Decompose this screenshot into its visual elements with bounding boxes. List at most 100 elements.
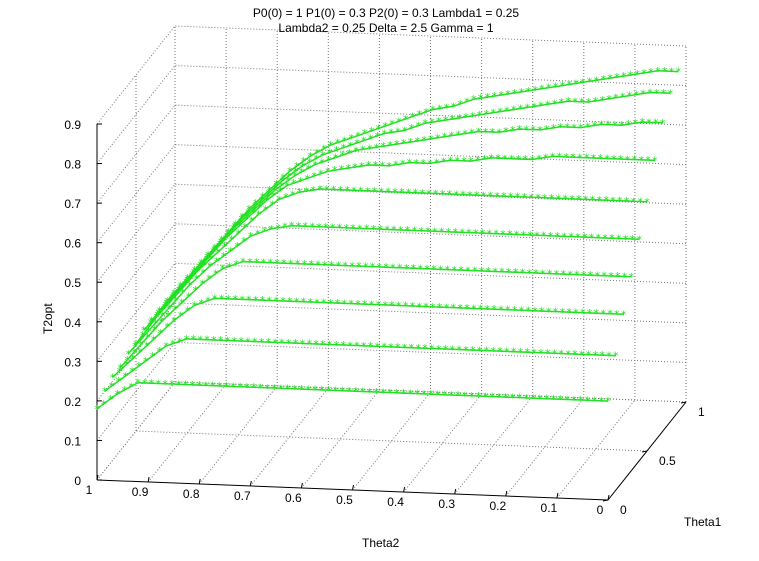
data-point-marker: * xyxy=(299,383,305,396)
data-point-marker: * xyxy=(146,325,152,338)
data-point-marker: * xyxy=(498,304,504,317)
data-point-marker: * xyxy=(291,177,297,190)
data-point-marker: * xyxy=(403,300,409,313)
data-point-marker: * xyxy=(570,151,576,164)
data-point-marker: * xyxy=(382,120,388,133)
data-point-marker: * xyxy=(463,111,469,124)
y-tick-mark xyxy=(249,480,252,487)
data-point-marker: * xyxy=(450,113,456,126)
data-point-marker: * xyxy=(340,149,346,162)
data-point-marker: * xyxy=(484,108,490,121)
y-axis-label: Theta2 xyxy=(362,536,400,550)
data-point-marker: * xyxy=(211,334,217,347)
data-point-marker: * xyxy=(531,100,537,113)
data-point-marker: * xyxy=(108,393,114,406)
data-point-marker: * xyxy=(145,331,151,344)
data-point-marker: * xyxy=(199,257,205,270)
data-point-marker: * xyxy=(598,152,604,165)
z-tick-label: 0.6 xyxy=(64,237,81,251)
data-point-marker: * xyxy=(163,340,169,353)
z-tick-label: 0.3 xyxy=(64,355,81,369)
data-point-marker: * xyxy=(322,259,328,272)
x-tick-mark xyxy=(641,450,648,453)
data-point-marker: * xyxy=(637,196,643,209)
data-point-marker: * xyxy=(602,232,608,245)
data-point-marker: * xyxy=(333,384,339,397)
data-point-marker: * xyxy=(538,347,544,360)
data-point-marker: * xyxy=(355,130,361,143)
data-point-marker: * xyxy=(365,185,371,198)
data-point-marker: * xyxy=(268,257,274,270)
data-point-marker: * xyxy=(179,297,185,310)
data-point-marker: * xyxy=(284,180,290,193)
data-point-marker: * xyxy=(204,334,210,347)
data-point-marker: * xyxy=(341,339,347,352)
data-point-marker: * xyxy=(381,128,387,141)
data-point-marker: * xyxy=(620,91,626,104)
data-point-marker: * xyxy=(506,266,512,279)
series-line xyxy=(143,155,655,331)
data-point-marker: * xyxy=(532,84,538,97)
x-tick-label: 1 xyxy=(698,405,705,419)
data-point-marker: * xyxy=(396,300,402,313)
data-point-marker: * xyxy=(464,302,470,315)
data-point-marker: * xyxy=(644,196,650,209)
data-point-marker: * xyxy=(252,336,258,349)
data-point-marker: * xyxy=(415,342,421,355)
data-point-marker: * xyxy=(157,305,163,318)
data-point-marker: * xyxy=(478,303,484,316)
data-point-marker: * xyxy=(237,381,243,394)
data-point-marker: * xyxy=(168,294,174,307)
data-point-marker: * xyxy=(587,307,593,320)
data-point-marker: * xyxy=(227,260,233,273)
data-point-marker: * xyxy=(600,94,606,107)
data-point-marker: * xyxy=(432,225,438,238)
data-point-marker: * xyxy=(611,153,617,166)
data-point-marker: * xyxy=(571,121,577,134)
data-point-marker: * xyxy=(273,178,279,191)
data-point-marker: * xyxy=(192,299,198,312)
data-point-marker: * xyxy=(231,380,237,393)
data-point-marker: * xyxy=(379,185,385,198)
data-point-marker: * xyxy=(317,183,323,196)
data-point-marker: * xyxy=(326,154,332,167)
data-point-marker: * xyxy=(625,153,631,166)
data-point-marker: * xyxy=(367,142,373,155)
data-point-marker: * xyxy=(236,220,242,233)
data-point-marker: * xyxy=(508,191,514,204)
axes-box xyxy=(96,123,687,502)
data-point-marker: * xyxy=(361,135,367,148)
y-tick-mark xyxy=(607,494,610,501)
data-point-marker: * xyxy=(183,379,189,392)
data-point-marker: * xyxy=(456,112,462,125)
data-point-marker: * xyxy=(471,302,477,315)
data-point-marker: * xyxy=(390,261,396,274)
series-line xyxy=(166,70,679,302)
data-point-marker: * xyxy=(467,189,473,202)
data-point-marker: * xyxy=(285,383,291,396)
data-point-marker: * xyxy=(564,121,570,134)
data-point-marker: * xyxy=(452,264,458,277)
data-point-marker: * xyxy=(422,117,428,130)
data-point-marker: * xyxy=(415,135,421,148)
data-point-marker: * xyxy=(458,264,464,277)
data-point-marker: * xyxy=(553,306,559,319)
data-point-marker: * xyxy=(172,303,178,316)
data-point-marker: * xyxy=(495,152,501,165)
data-point-marker: * xyxy=(349,260,355,273)
data-point-marker: * xyxy=(457,302,463,315)
data-point-marker: * xyxy=(265,191,271,204)
data-point-marker: * xyxy=(417,108,423,121)
data-point-marker: * xyxy=(348,132,354,145)
data-point-marker: * xyxy=(457,98,463,111)
data-point-marker: * xyxy=(438,263,444,276)
data-point-marker: * xyxy=(298,175,304,188)
data-point-marker: * xyxy=(583,193,589,206)
data-point-marker: * xyxy=(629,271,635,284)
data-point-marker: * xyxy=(353,385,359,398)
data-point-marker: * xyxy=(203,253,209,266)
data-point-marker: * xyxy=(451,302,457,315)
data-point-marker: * xyxy=(156,307,162,320)
grid-line xyxy=(174,144,687,166)
data-point-marker: * xyxy=(202,255,208,268)
